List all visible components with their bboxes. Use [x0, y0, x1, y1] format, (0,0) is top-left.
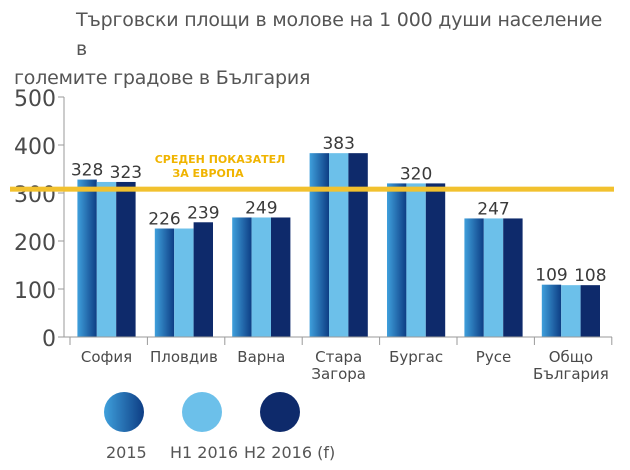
x-tick-label: Общо България	[533, 348, 609, 383]
bar	[174, 228, 194, 337]
bar	[425, 183, 446, 337]
legend-swatch	[104, 392, 144, 432]
x-axis: София Пловдив Варна Стара Загора Бургас Русе Об…	[64, 336, 613, 383]
legend-label: H1 2016	[170, 443, 239, 462]
data-label: 249	[245, 198, 277, 218]
bar	[251, 217, 271, 337]
data-label: 109	[535, 266, 567, 286]
y-tick-label: 400	[14, 135, 56, 160]
bar	[154, 228, 175, 337]
bar	[406, 183, 426, 337]
reference-line-label-1: СРЕДЕН ПОКАЗАТЕЛ	[155, 153, 286, 166]
chart-title-line-2: големите градове в България	[14, 67, 311, 89]
bar	[309, 153, 329, 337]
y-tick-label: 100	[14, 279, 56, 304]
legend-label: 2015	[106, 443, 147, 462]
x-tick-label: Варна	[237, 348, 285, 366]
x-tick-label: София	[81, 348, 132, 366]
bar	[232, 217, 252, 337]
bar	[541, 284, 562, 337]
x-tick-label: Стара Загора	[311, 348, 366, 383]
data-label: 108	[574, 266, 606, 286]
data-label: 323	[110, 163, 142, 183]
reference-line	[10, 186, 614, 192]
data-label: 239	[187, 203, 219, 223]
data-label: 328	[71, 161, 103, 181]
data-labels: 328 323 226 239 249 383 320 247 109 108	[71, 134, 607, 286]
bar	[96, 181, 117, 337]
bar	[77, 179, 97, 337]
y-tick-label: 200	[14, 231, 56, 256]
bar	[348, 153, 368, 337]
y-tick-label: 0	[42, 327, 56, 352]
chart-title: Търговски площи в молове на 1 000 души н…	[14, 6, 614, 93]
data-label: 247	[477, 199, 509, 219]
legend-swatch	[182, 392, 222, 432]
bar	[387, 183, 407, 337]
data-label: 320	[400, 164, 432, 184]
bar	[329, 153, 349, 337]
x-tick-label: Бургас	[389, 348, 443, 366]
bar	[193, 222, 213, 337]
data-label: 226	[148, 210, 180, 230]
bar	[116, 181, 136, 337]
x-tick-label: Русе	[476, 348, 511, 366]
bar	[561, 285, 581, 337]
bar	[464, 218, 484, 337]
y-tick-label: 500	[14, 87, 56, 112]
legend-label: H2 2016 (f)	[244, 443, 336, 462]
bars	[77, 153, 600, 337]
x-tick-label: Пловдив	[150, 348, 218, 366]
bar	[483, 218, 504, 337]
bar	[271, 217, 291, 337]
data-label: 383	[322, 134, 354, 154]
bar	[503, 218, 523, 337]
chart-title-line-1: Търговски площи в молове на 1 000 души н…	[76, 9, 603, 60]
legend-swatch	[260, 392, 300, 432]
reference-line-label-2: ЗА ЕВРОПА	[172, 167, 244, 180]
bar	[580, 285, 600, 337]
